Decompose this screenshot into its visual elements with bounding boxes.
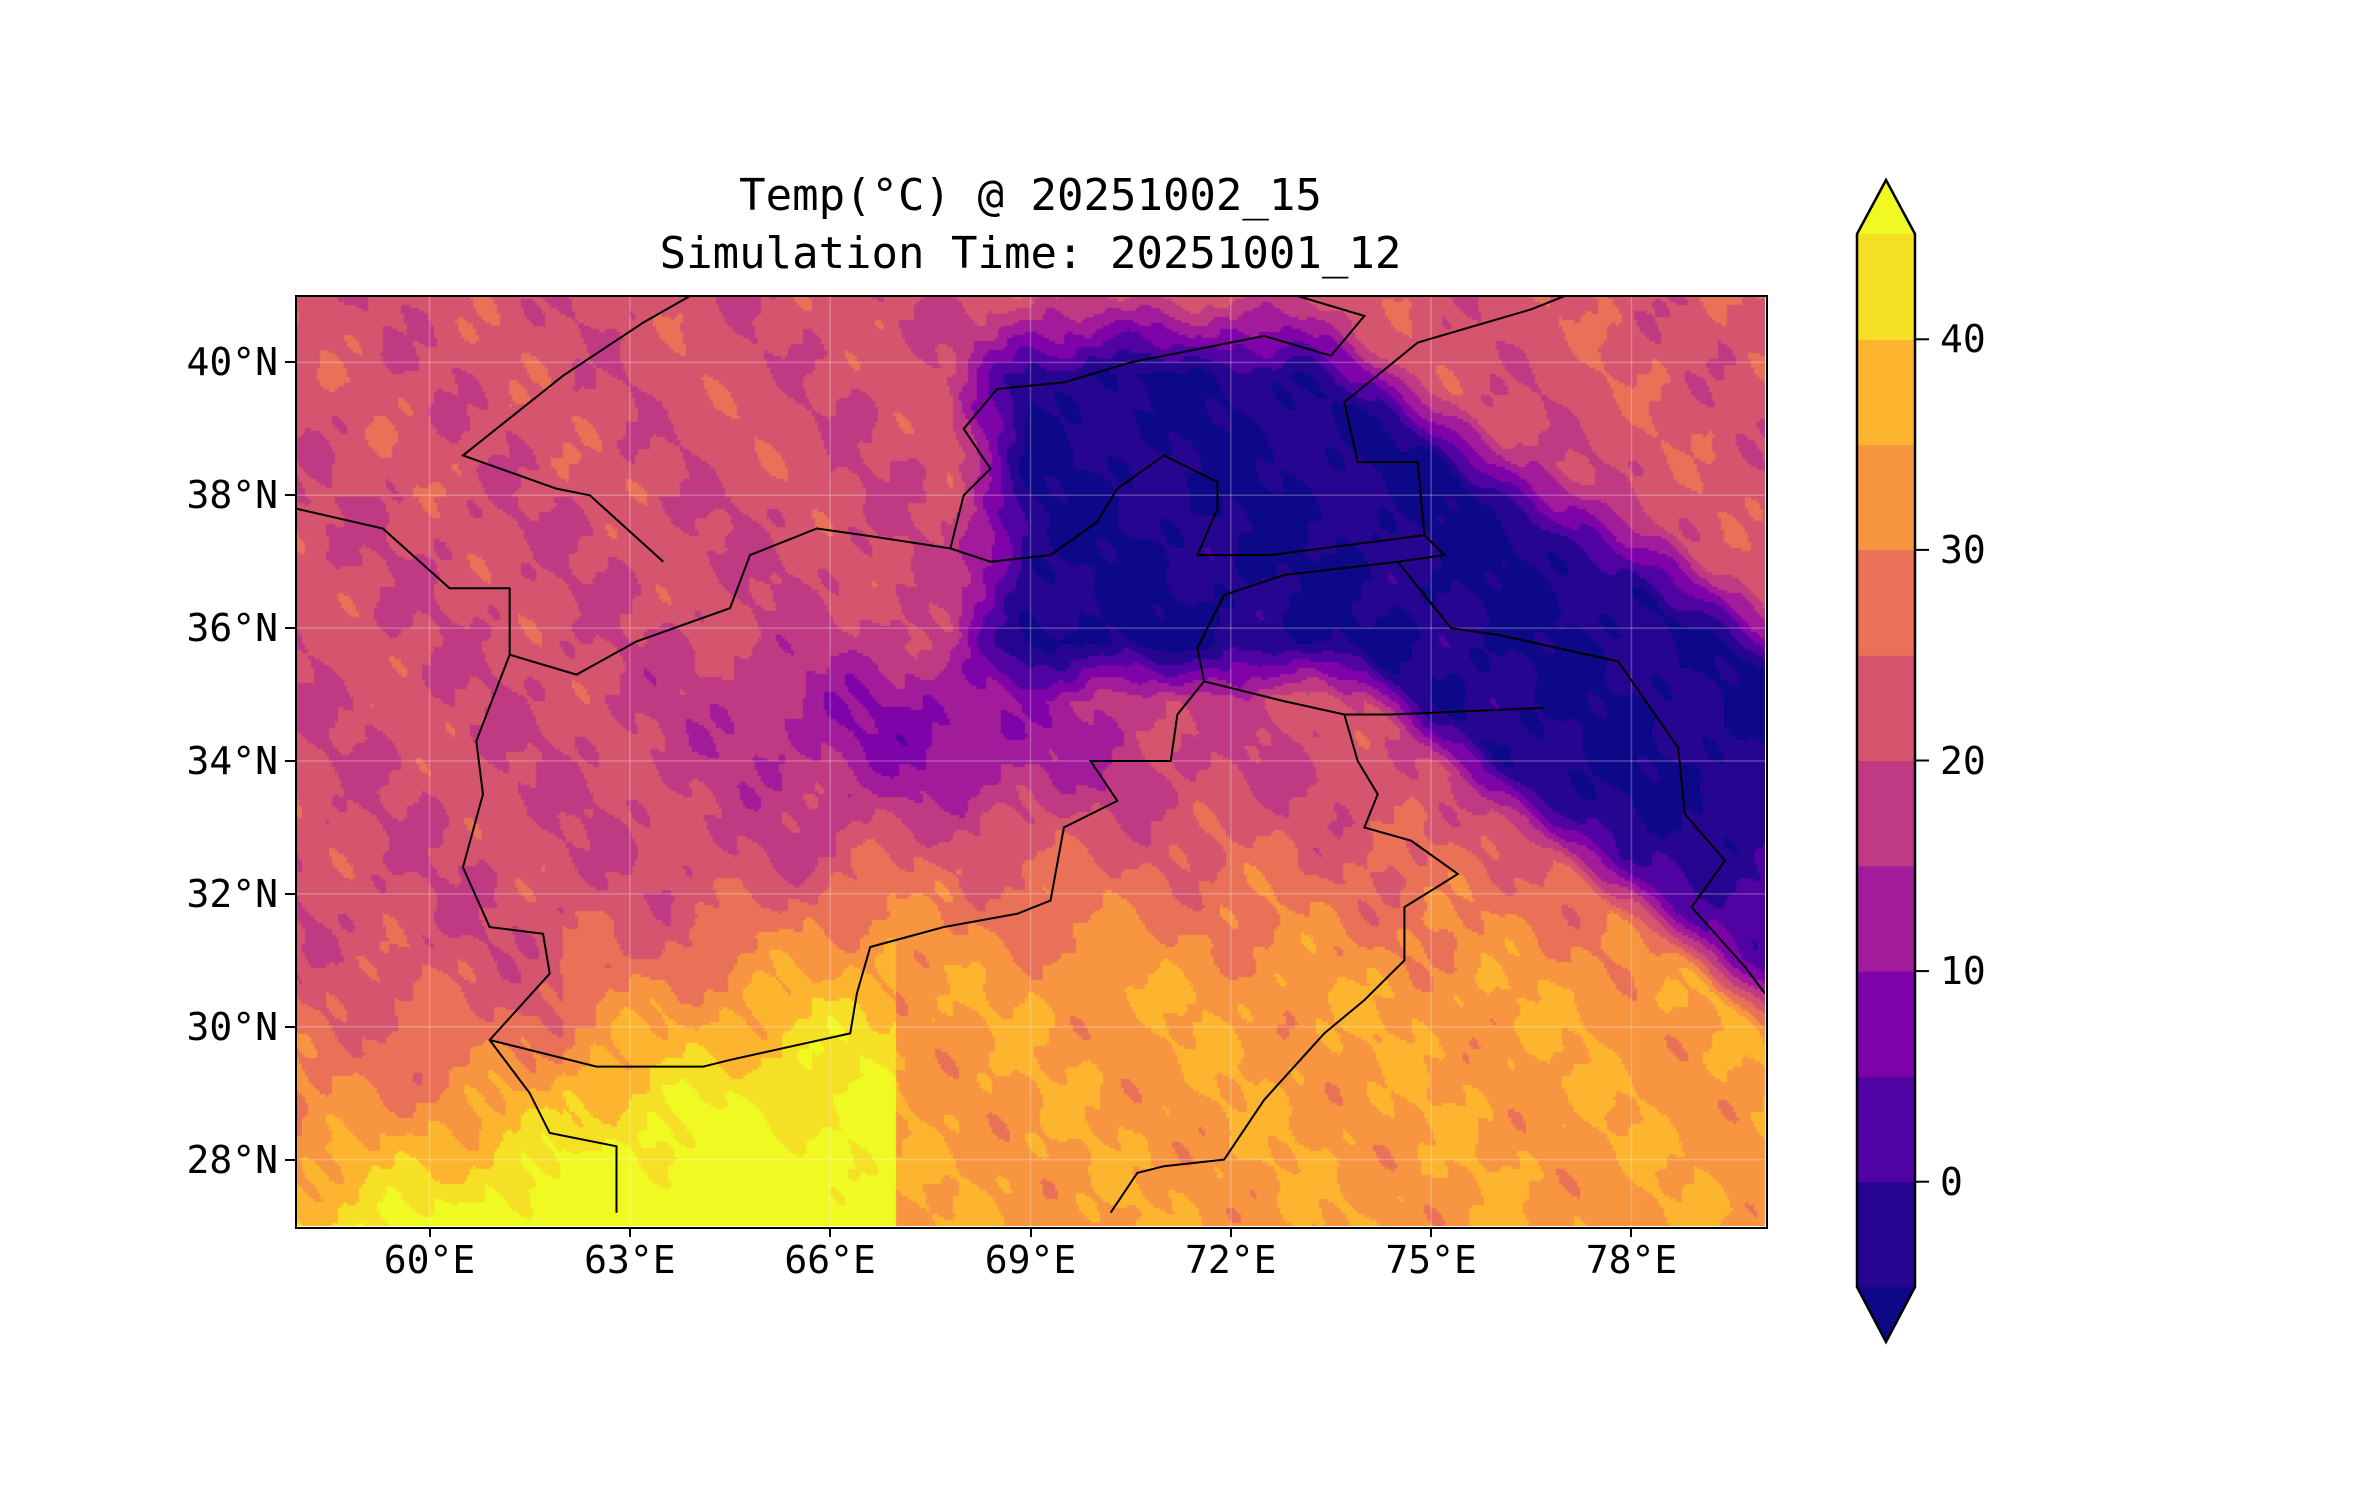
country-border (949, 296, 1367, 549)
country-border (460, 296, 691, 563)
country-border (1396, 561, 1765, 995)
colorbar-tick-label: 30 (1940, 527, 1986, 572)
colorbar-tick-label: 10 (1940, 949, 1986, 994)
x-tick-label: 60°E (383, 1238, 476, 1282)
y-tick-mark (285, 892, 295, 895)
y-tick-label: 36°N (186, 606, 278, 651)
country-border (509, 454, 1425, 676)
country-border (489, 296, 1566, 1068)
colorbar-tick-label: 40 (1940, 317, 1986, 362)
y-tick-mark (285, 627, 295, 630)
y-tick-label: 32°N (186, 871, 278, 916)
x-tick-label: 78°E (1585, 1238, 1678, 1282)
y-tick-mark (285, 494, 295, 497)
colorbar-band (1857, 865, 1915, 972)
colorbar-band (1857, 971, 1915, 1077)
colorbar-extend-under (1857, 1287, 1915, 1342)
x-tick-mark (428, 1227, 431, 1237)
colorbar-extend-over (1857, 180, 1915, 234)
colorbar-tick-label: 20 (1940, 738, 1986, 783)
colorbar-band (1857, 655, 1915, 761)
y-tick-label: 30°N (186, 1004, 278, 1049)
x-tick-label: 75°E (1385, 1238, 1477, 1282)
y-tick-label: 28°N (186, 1137, 278, 1182)
colorbar-band (1857, 1181, 1915, 1288)
country-border (1203, 680, 1545, 716)
y-tick-mark (285, 760, 295, 762)
country-border (1109, 714, 1460, 1214)
map-overlay (296, 296, 1765, 1226)
y-tick-mark (285, 361, 295, 364)
x-tick-mark (1029, 1227, 1032, 1237)
colorbar-band (1857, 444, 1915, 551)
colorbar-band (1857, 1076, 1915, 1183)
x-tick-mark (1630, 1227, 1633, 1237)
y-tick-label: 40°N (186, 340, 278, 385)
x-tick-mark (1229, 1227, 1232, 1237)
x-tick-label: 63°E (584, 1238, 676, 1282)
y-tick-label: 34°N (186, 739, 278, 783)
chart-subtitle: Simulation Time: 20251001_12 (659, 228, 1402, 279)
y-tick-mark (285, 1158, 295, 1161)
colorbar-outline (1855, 177, 1917, 1345)
y-tick-mark (285, 1025, 295, 1028)
colorbar-band (1857, 234, 1915, 340)
colorbar-band (1857, 549, 1915, 656)
temperature-map (296, 296, 1765, 1226)
x-tick-mark (829, 1227, 832, 1237)
x-tick-mark (1430, 1227, 1433, 1237)
colorbar-band (1857, 339, 1915, 446)
colorbar-tick-label: 0 (1940, 1159, 1963, 1204)
x-tick-mark (628, 1227, 631, 1237)
x-tick-label: 66°E (784, 1238, 876, 1282)
colorbar-band (1857, 760, 1915, 867)
country-border (296, 507, 618, 1213)
y-tick-label: 38°N (186, 473, 278, 518)
chart-title: Temp(°C) @ 20251002_15 (739, 170, 1322, 221)
colorbar (1855, 177, 1929, 1345)
x-tick-label: 69°E (984, 1238, 1077, 1282)
x-tick-label: 72°E (1185, 1238, 1277, 1282)
